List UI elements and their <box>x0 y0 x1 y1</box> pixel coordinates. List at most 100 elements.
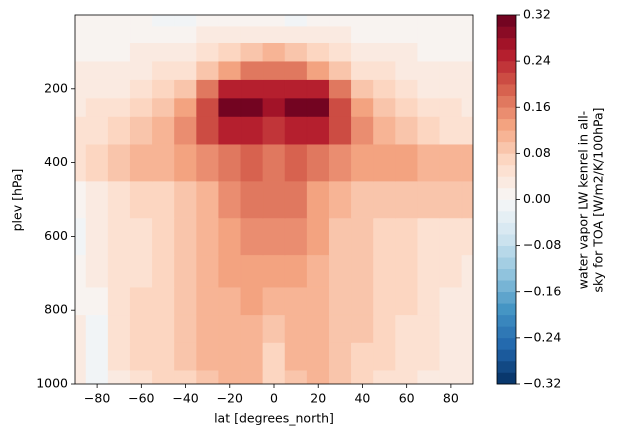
contour-cell <box>284 369 308 384</box>
contour-cell <box>328 116 352 145</box>
colorbar-band <box>497 303 516 316</box>
contour-cell <box>373 342 396 371</box>
contour-cell <box>351 286 374 316</box>
contour-cell <box>373 116 396 145</box>
contour-cell <box>395 369 419 384</box>
contour-cell <box>373 217 396 256</box>
contour-cell <box>439 25 463 43</box>
contour-cell <box>262 369 286 384</box>
contour-cell <box>85 60 109 80</box>
contour-cell <box>417 79 441 99</box>
plot-area <box>75 15 473 384</box>
contour-cell <box>75 286 87 316</box>
contour-cell <box>129 15 153 27</box>
contour-cell <box>351 116 374 145</box>
contour-cell <box>328 369 352 384</box>
contour-cell <box>328 314 352 343</box>
contour-cell <box>351 254 374 288</box>
contour-cell <box>174 342 197 371</box>
contour-cell <box>152 116 175 145</box>
contour-cell <box>373 79 396 99</box>
colorbar-tick-label: 0.32 <box>523 7 551 22</box>
contour-cell <box>417 314 441 343</box>
contour-cell <box>218 79 242 99</box>
contour-cell <box>218 254 242 288</box>
contour-cell <box>328 180 352 219</box>
contour-cell <box>461 97 473 117</box>
contour-cell <box>395 15 419 27</box>
contour-cell <box>75 342 87 371</box>
contour-cell <box>306 25 330 43</box>
contour-cell <box>152 143 175 182</box>
contour-cell <box>152 15 175 27</box>
contour-cell <box>262 25 286 43</box>
contour-cell <box>174 42 197 62</box>
contour-cell <box>129 286 153 316</box>
contour-cell <box>417 342 441 371</box>
contour-cell <box>373 42 396 62</box>
colorbar-tick-label: −0.24 <box>523 329 561 344</box>
colorbar-band <box>497 257 516 269</box>
contour-cell <box>351 60 374 80</box>
colorbar-tick-label: −0.32 <box>523 376 561 391</box>
contour-cell <box>284 286 308 316</box>
y-tick-label: 600 <box>44 228 68 243</box>
contour-cell <box>85 15 109 27</box>
contour-cell <box>328 286 352 316</box>
contour-cell <box>351 25 374 43</box>
contour-cell <box>328 254 352 288</box>
contour-cell <box>152 217 175 256</box>
colorbar-band <box>497 107 516 120</box>
contour-cell <box>373 180 396 219</box>
contour-cell <box>218 25 242 43</box>
x-tick-label: 60 <box>399 391 415 406</box>
contour-cell <box>439 180 463 219</box>
contour-cell <box>174 25 197 43</box>
contour-cell <box>240 97 264 117</box>
contour-cell <box>284 97 308 117</box>
contour-cell <box>174 286 197 316</box>
x-tick-label: −80 <box>84 391 110 406</box>
contour-cell <box>152 314 175 343</box>
contour-cell <box>240 369 264 384</box>
contour-cell <box>218 314 242 343</box>
contour-cell <box>85 286 109 316</box>
contour-cell <box>129 60 153 80</box>
contour-cell <box>240 217 264 256</box>
contour-cell <box>75 15 87 27</box>
contour-cell <box>107 25 131 43</box>
contour-cell <box>417 97 441 117</box>
colorbar-band <box>497 84 516 97</box>
contour-cell <box>129 25 153 43</box>
contour-cell <box>351 369 374 384</box>
contour-cell <box>152 342 175 371</box>
contour-cell <box>284 254 308 288</box>
colorbar-band <box>497 291 516 304</box>
colorbar-band <box>497 176 516 189</box>
contour-cell <box>152 97 175 117</box>
contour-cell <box>284 217 308 256</box>
contour-cell <box>262 116 286 145</box>
contour-cell <box>373 60 396 80</box>
contour-cell <box>373 143 396 182</box>
contour-cell <box>262 79 286 99</box>
contour-cell <box>351 342 374 371</box>
contour-cell <box>196 25 220 43</box>
contour-cell <box>85 217 109 256</box>
contour-cell <box>306 217 330 256</box>
contour-cell <box>262 143 286 182</box>
contour-cell <box>196 369 220 384</box>
contour-cell <box>240 342 264 371</box>
colorbar-band <box>497 15 516 27</box>
colorbar-tick-label: 0.16 <box>523 99 551 114</box>
contour-cell <box>75 116 87 145</box>
y-axis-label: plev [hPa] <box>10 169 25 232</box>
contour-cell <box>417 143 441 182</box>
contour-cell <box>129 180 153 219</box>
contour-cell <box>439 286 463 316</box>
contour-cell <box>152 79 175 99</box>
colorbar-band <box>497 187 516 200</box>
contour-cell <box>328 60 352 80</box>
contour-cell <box>107 42 131 62</box>
contour-cell <box>107 342 131 371</box>
